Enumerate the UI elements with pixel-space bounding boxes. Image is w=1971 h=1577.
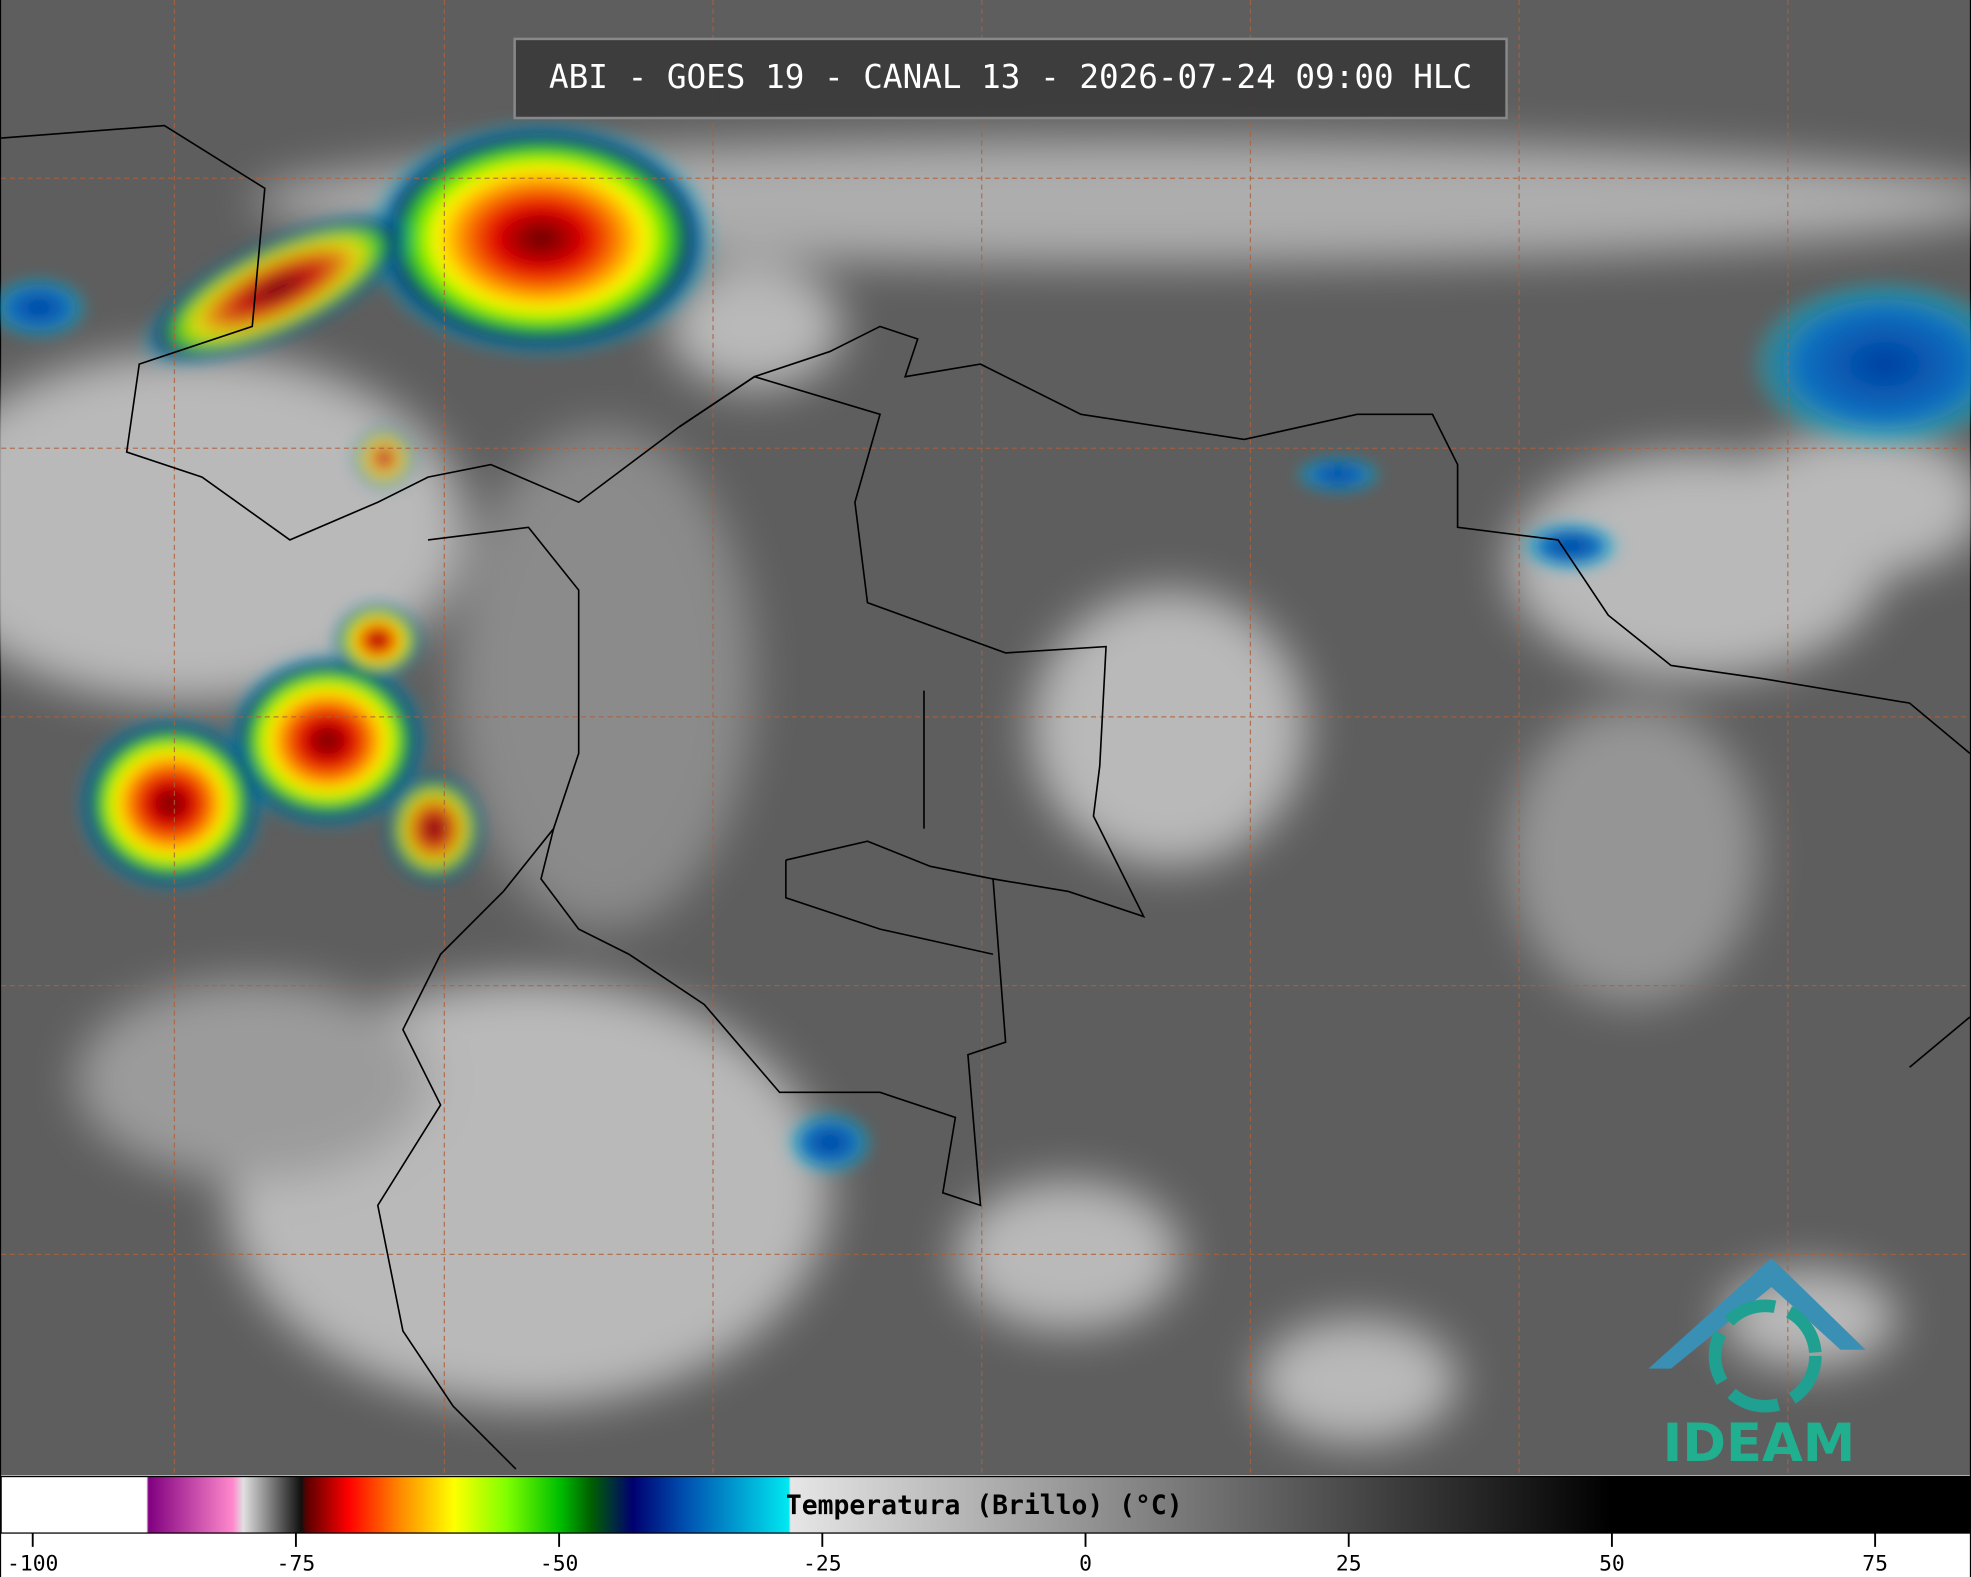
- colorbar-ticks: -100 -75 -50 -25 0 25 50 75: [7, 1533, 1888, 1576]
- title-box: ABI - GOES 19 - CANAL 13 - 2026-07-24 09…: [513, 37, 1508, 120]
- borders: [1, 124, 1971, 1470]
- tick-label: -50: [540, 1551, 579, 1576]
- tick-label: 75: [1862, 1551, 1888, 1576]
- tick-label: -75: [277, 1551, 316, 1576]
- title: ABI - GOES 19 - CANAL 13 - 2026-07-24 09…: [549, 58, 1472, 96]
- logo-text: IDEAM: [1663, 1413, 1856, 1474]
- graticule: [1, 0, 1970, 1476]
- convective-cells: [0, 119, 1971, 1174]
- colorbar-label: Temperatura (Brillo) (°C): [786, 1491, 1183, 1521]
- tick-label: -100: [7, 1551, 58, 1576]
- tick-label: 50: [1599, 1551, 1625, 1576]
- tick-label: 0: [1079, 1551, 1092, 1576]
- logo: IDEAM: [1648, 1258, 1866, 1474]
- colorbar: [0, 1475, 1971, 1534]
- tick-label: -25: [803, 1551, 842, 1576]
- tick-label: 25: [1336, 1551, 1362, 1576]
